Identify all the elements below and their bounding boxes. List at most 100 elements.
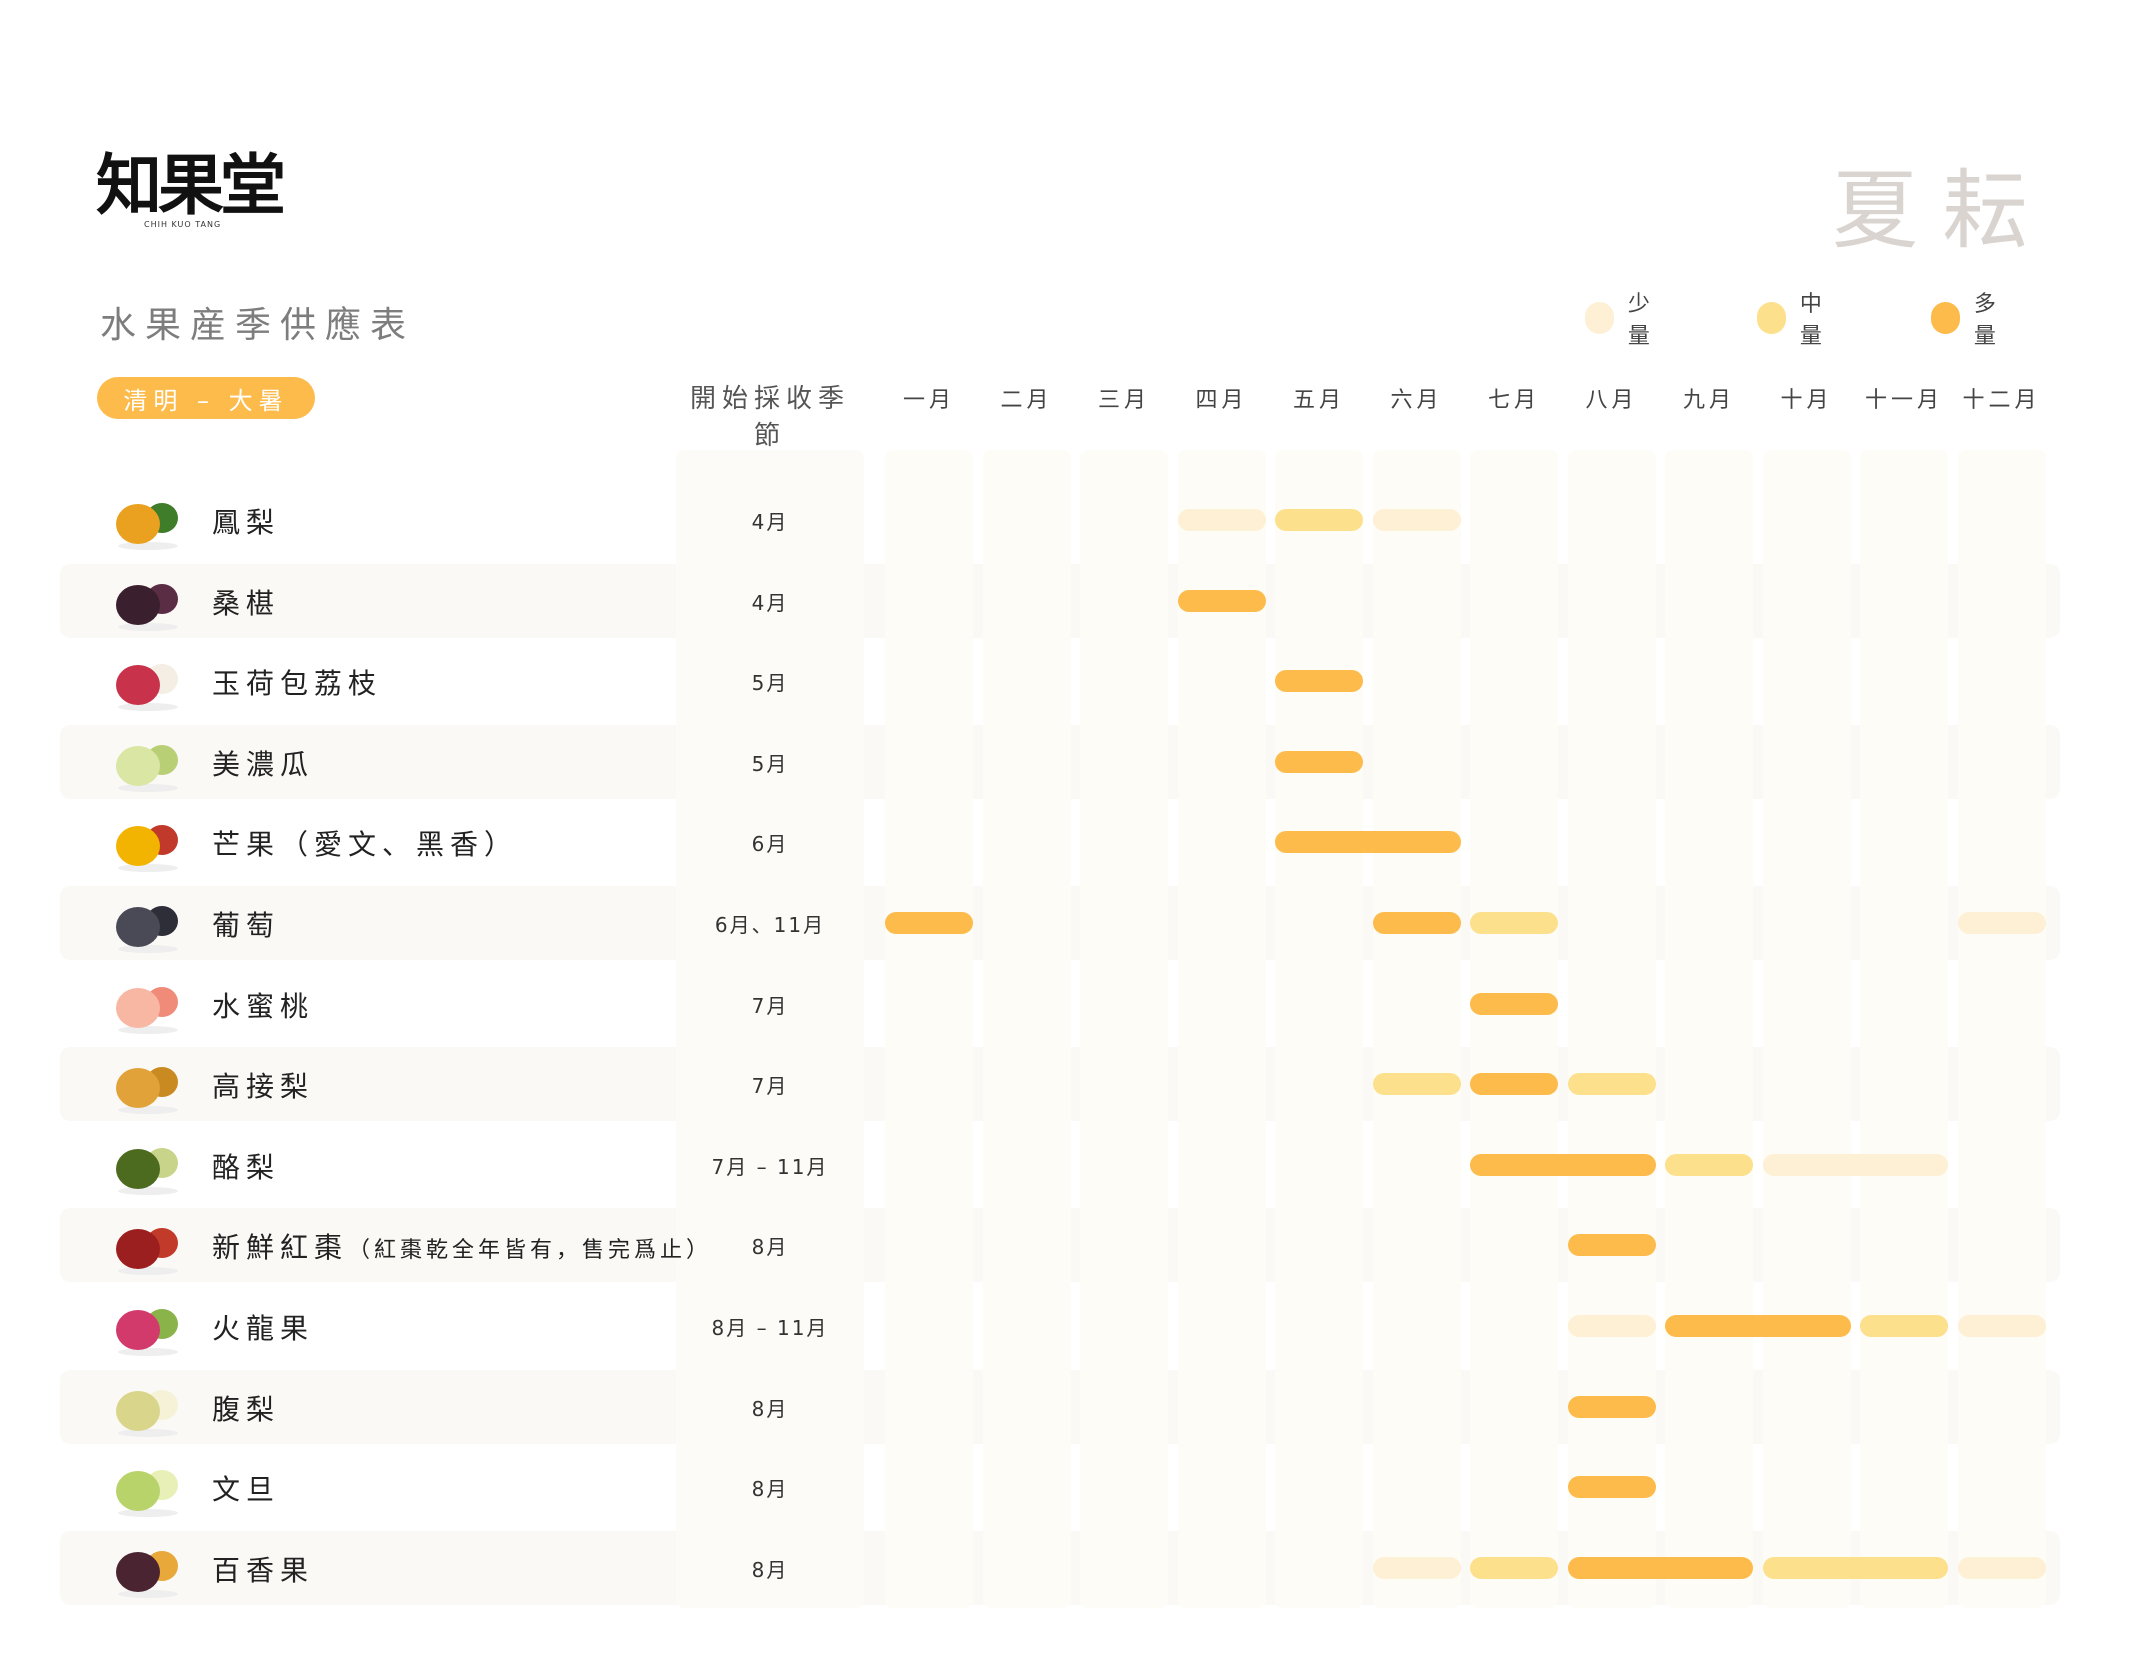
fruit-name-text: 鳳梨 [212, 506, 281, 539]
fruit-name: 火龍果 [212, 1307, 314, 1347]
season-bar-high [1665, 1315, 1851, 1337]
fruit-name: 高接梨 [212, 1065, 314, 1105]
season-bar-high [1567, 1234, 1656, 1257]
start-month: 8月 [751, 1477, 789, 1502]
melon-icon [108, 728, 188, 794]
month-column-bg [1177, 450, 1266, 1608]
fruit-name-text: 百香果 [212, 1553, 315, 1587]
fruit-name-text: 美濃瓜 [212, 747, 315, 781]
season-bar-high [1567, 1556, 1753, 1579]
fruit-name-text: 高接梨 [212, 1070, 315, 1104]
fruit-name: 新鮮紅棗（紅棗乾全年皆有，售完爲止） [212, 1226, 712, 1266]
fruit-name: 美濃瓜 [212, 743, 314, 783]
season-bar-high [1177, 589, 1266, 612]
period-badge: 清明 – 大暑 [97, 377, 315, 419]
start-month: 8月 [751, 1396, 789, 1421]
month-label: 六月 [1390, 388, 1443, 413]
chart-title: 水果産季供應表 [100, 305, 416, 346]
jujube-icon [108, 1211, 188, 1277]
season-bar-high [1372, 912, 1461, 934]
month-label: 二月 [1000, 388, 1053, 413]
pineapple-icon [108, 486, 188, 552]
legend-label-medium: 中量 [1799, 292, 1825, 349]
start-month: 4月 [751, 510, 789, 534]
month-column-bg [885, 450, 973, 1608]
season-bar-low [1177, 509, 1266, 531]
month-label: 三月 [1097, 388, 1150, 413]
fruit-name: 鳳梨 [212, 501, 280, 541]
month-label: 四月 [1195, 388, 1248, 413]
logo-subtext: CHIH KUO TANG [144, 220, 222, 229]
peach-icon [108, 970, 188, 1036]
season-bar-low [1762, 1153, 1948, 1176]
avocado-icon [108, 1131, 188, 1197]
month-column-bg [1567, 450, 1656, 1608]
fruit-name: 水蜜桃 [212, 985, 314, 1025]
fruit-name-text: 葡萄 [212, 909, 281, 942]
grape-icon [108, 889, 188, 955]
month-column-bg [1080, 450, 1168, 1608]
legend-label-low: 少量 [1627, 292, 1653, 349]
pomelo-icon [108, 1453, 188, 1519]
start-month: 5月 [751, 671, 789, 696]
month-column-bg [1957, 450, 2046, 1608]
season-bar-medium [1470, 912, 1558, 934]
season-bar-medium [1762, 1556, 1948, 1579]
legend-item-medium: 中量 [1757, 292, 1836, 349]
start-month: 6月、11月 [714, 913, 826, 937]
month-label: 五月 [1292, 388, 1345, 413]
fruit-name: 葡萄 [212, 904, 280, 944]
month-column-bg [1470, 450, 1558, 1608]
start-column-bg [676, 450, 864, 1608]
fruit-name-text: 火龍果 [212, 1312, 315, 1345]
month-label: 十月 [1780, 388, 1833, 413]
start-month: 5月 [751, 751, 789, 776]
month-column-bg [1762, 450, 1851, 1608]
season-bar-medium [1275, 509, 1363, 531]
season-bar-high [1470, 1153, 1656, 1176]
dragonfruit-icon [108, 1292, 188, 1358]
month-column-bg [1372, 450, 1461, 1608]
pear-icon [108, 1373, 188, 1439]
season-bar-high [1567, 1476, 1656, 1499]
fruit-name-text: 腹梨 [212, 1392, 281, 1426]
brand-logo: 知果堂 CHIH KUO TANG [96, 150, 286, 230]
month-label: 九月 [1682, 388, 1735, 413]
season-bar-medium [1567, 1073, 1656, 1096]
season-bar-high [1275, 831, 1461, 854]
start-month: 8月 – 11月 [711, 1316, 829, 1340]
season-bar-high [1275, 670, 1363, 693]
season-bar-medium [1470, 1556, 1558, 1579]
start-month: 7月 [751, 1074, 789, 1099]
start-month: 8月 [751, 1235, 789, 1260]
season-bar-low [1372, 1556, 1461, 1579]
fruit-name: 百香果 [212, 1549, 314, 1589]
month-label: 十一月 [1864, 388, 1943, 413]
legend-swatch-medium [1757, 302, 1786, 334]
mango-icon [108, 808, 188, 874]
mulberry-icon [108, 567, 188, 633]
start-month: 6月 [751, 832, 789, 857]
legend-item-low: 少量 [1585, 292, 1664, 349]
season-bar-high [1470, 1073, 1558, 1096]
fruit-name-text: 新鮮紅棗 [212, 1231, 349, 1265]
month-label: 一月 [902, 388, 955, 413]
season-bar-low [1372, 509, 1461, 531]
asian-pear-icon [108, 1050, 188, 1116]
season-bar-medium [1665, 1153, 1753, 1176]
season-bar-high [1470, 992, 1558, 1015]
start-month: 8月 [751, 1557, 789, 1582]
season-bar-low [1957, 1315, 2046, 1337]
month-column-bg [982, 450, 1071, 1608]
fruit-name-text: 水蜜桃 [212, 989, 315, 1023]
fruit-name-text: 桑椹 [212, 586, 281, 620]
legend-label-high: 多量 [1973, 292, 1999, 349]
month-column-bg [1275, 450, 1363, 1608]
fruit-note: （紅棗乾全年皆有，售完爲止） [348, 1238, 713, 1264]
fruit-name: 文旦 [212, 1468, 280, 1508]
month-label: 七月 [1487, 388, 1540, 413]
legend-item-high: 多量 [1931, 292, 2010, 349]
season-bar-medium [1860, 1315, 1948, 1337]
month-column-bg [1665, 450, 1753, 1608]
month-label: 八月 [1585, 388, 1638, 413]
